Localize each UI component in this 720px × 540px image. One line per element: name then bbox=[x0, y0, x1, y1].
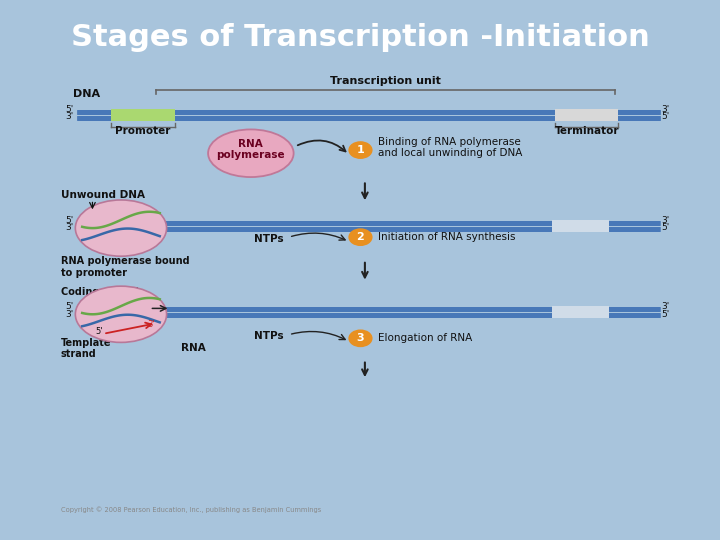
Text: Template
strand: Template strand bbox=[60, 338, 112, 360]
Bar bbox=[112, 109, 175, 120]
Ellipse shape bbox=[76, 286, 166, 342]
Text: 5': 5' bbox=[66, 105, 73, 113]
Text: 5': 5' bbox=[661, 224, 669, 232]
Text: DNA: DNA bbox=[73, 89, 101, 99]
Text: NTPs: NTPs bbox=[254, 331, 284, 341]
Text: 2: 2 bbox=[356, 232, 364, 242]
Bar bbox=[552, 220, 609, 232]
Text: Terminator: Terminator bbox=[554, 126, 619, 136]
Bar bbox=[555, 109, 618, 120]
Text: Elongation of RNA: Elongation of RNA bbox=[377, 333, 472, 343]
Text: Coding strand: Coding strand bbox=[60, 287, 138, 297]
Text: 3': 3' bbox=[661, 302, 669, 311]
Text: 3': 3' bbox=[661, 105, 669, 113]
Text: 3: 3 bbox=[356, 333, 364, 343]
Text: 3': 3' bbox=[66, 224, 73, 232]
Circle shape bbox=[349, 229, 372, 245]
Text: 3': 3' bbox=[148, 320, 156, 329]
Text: 3': 3' bbox=[661, 215, 669, 225]
Text: Unwound DNA: Unwound DNA bbox=[60, 190, 145, 200]
Text: 3': 3' bbox=[66, 112, 73, 122]
Circle shape bbox=[349, 330, 372, 347]
Text: Promoter: Promoter bbox=[115, 126, 171, 136]
Text: Copyright © 2008 Pearson Education, Inc., publishing as Benjamin Cummings: Copyright © 2008 Pearson Education, Inc.… bbox=[60, 506, 321, 512]
Circle shape bbox=[349, 142, 372, 158]
Ellipse shape bbox=[208, 130, 294, 177]
Text: NTPs: NTPs bbox=[254, 234, 284, 244]
Text: 5': 5' bbox=[661, 112, 669, 122]
Text: Transcription unit: Transcription unit bbox=[330, 76, 441, 86]
Text: 5': 5' bbox=[66, 215, 73, 225]
Text: 5': 5' bbox=[66, 302, 73, 311]
Text: RNA: RNA bbox=[181, 342, 206, 353]
Text: RNA
polymerase: RNA polymerase bbox=[217, 139, 285, 160]
Text: 3': 3' bbox=[66, 309, 73, 319]
Text: Initiation of RNA synthesis: Initiation of RNA synthesis bbox=[377, 232, 515, 242]
Text: Stages of Transcription -Initiation: Stages of Transcription -Initiation bbox=[71, 23, 649, 52]
Text: 1: 1 bbox=[356, 145, 364, 155]
Text: RNA polymerase bound
to promoter: RNA polymerase bound to promoter bbox=[60, 256, 189, 278]
Text: Binding of RNA polymerase
and local unwinding of DNA: Binding of RNA polymerase and local unwi… bbox=[377, 137, 522, 158]
Ellipse shape bbox=[76, 200, 166, 256]
Bar bbox=[552, 306, 609, 318]
Text: 5': 5' bbox=[96, 327, 103, 336]
Text: 5': 5' bbox=[661, 309, 669, 319]
